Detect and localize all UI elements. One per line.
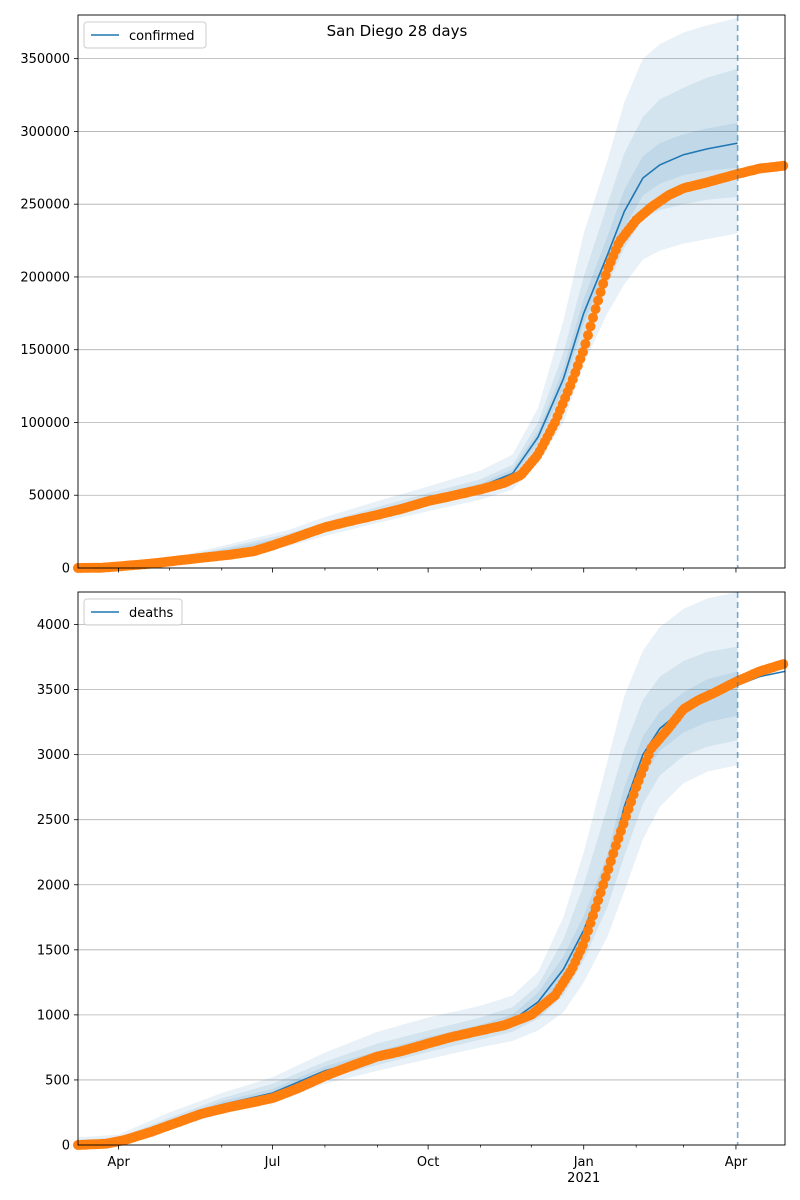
y-tick-label: 3000: [37, 748, 70, 763]
observed-point: [593, 895, 604, 906]
x-tick-label: Jul: [264, 1155, 281, 1170]
legend-label: confirmed: [129, 29, 195, 44]
observed-point: [580, 338, 591, 349]
observed-point: [577, 347, 588, 357]
observed-point: [583, 925, 593, 936]
y-tick-label: 3500: [37, 683, 70, 698]
observed-point: [588, 910, 598, 921]
axes-frame: [77, 591, 786, 1146]
axes-frame: [77, 14, 786, 569]
y-tick-label: 2000: [37, 878, 70, 893]
observed-point: [583, 330, 593, 341]
confidence-band-1: [78, 17, 738, 568]
y-tick-label: 350000: [20, 52, 70, 67]
x-tick-label: Apr: [725, 1155, 748, 1170]
legend-box: [83, 598, 183, 626]
y-tick-label: 100000: [20, 416, 70, 431]
y-tick-label: 1000: [37, 1008, 70, 1023]
x-tick-label: Apr: [107, 1155, 130, 1170]
observed-point: [778, 160, 789, 171]
x-tick-label: Jan: [573, 1155, 594, 1170]
observed-point: [598, 879, 609, 890]
observed-point: [600, 872, 611, 882]
observed-point: [603, 864, 614, 875]
y-tick-label: 4000: [37, 618, 70, 633]
figure-title: San Diego 28 days: [327, 22, 468, 40]
observed-point: [605, 856, 616, 867]
observed-point: [598, 278, 609, 289]
confidence-band-3: [78, 122, 738, 568]
y-tick-label: 500: [45, 1073, 70, 1088]
x-tick-sublabel: 2021: [567, 1171, 600, 1186]
observed-point: [585, 321, 596, 332]
observed-point: [595, 287, 606, 298]
y-tick-label: 1500: [37, 943, 70, 958]
observed-point: [778, 659, 789, 670]
confidence-band-2: [78, 68, 738, 569]
x-tick-label: Oct: [417, 1155, 439, 1170]
observed-point: [585, 918, 596, 929]
confirmed-panel: 0 50000 100000 150000 200000 250000 300000 3500…: [20, 14, 789, 577]
y-tick-label: 2500: [37, 813, 70, 828]
observed-point: [590, 304, 601, 314]
legend-box: [83, 21, 207, 49]
y-tick-label: 150000: [20, 343, 70, 358]
observed-point: [595, 887, 606, 898]
y-tick-label: 0: [62, 562, 70, 577]
observed-point: [588, 312, 598, 323]
y-tick-label: 200000: [20, 270, 70, 285]
y-tick-label: 300000: [20, 125, 70, 140]
observed-point: [608, 848, 619, 859]
legend-label: deaths: [129, 606, 174, 621]
deaths-panel: 0 500 1000 1500 2000 2500 3000 3500 4000 Apr Jul Oc…: [37, 591, 789, 1186]
y-tick-label: 250000: [20, 198, 70, 213]
observed-point: [580, 933, 591, 944]
observed-point: [593, 295, 604, 306]
observed-point: [600, 270, 611, 281]
observed-point: [590, 902, 601, 913]
y-tick-label: 0: [62, 1139, 70, 1154]
y-tick-label: 50000: [29, 489, 70, 504]
